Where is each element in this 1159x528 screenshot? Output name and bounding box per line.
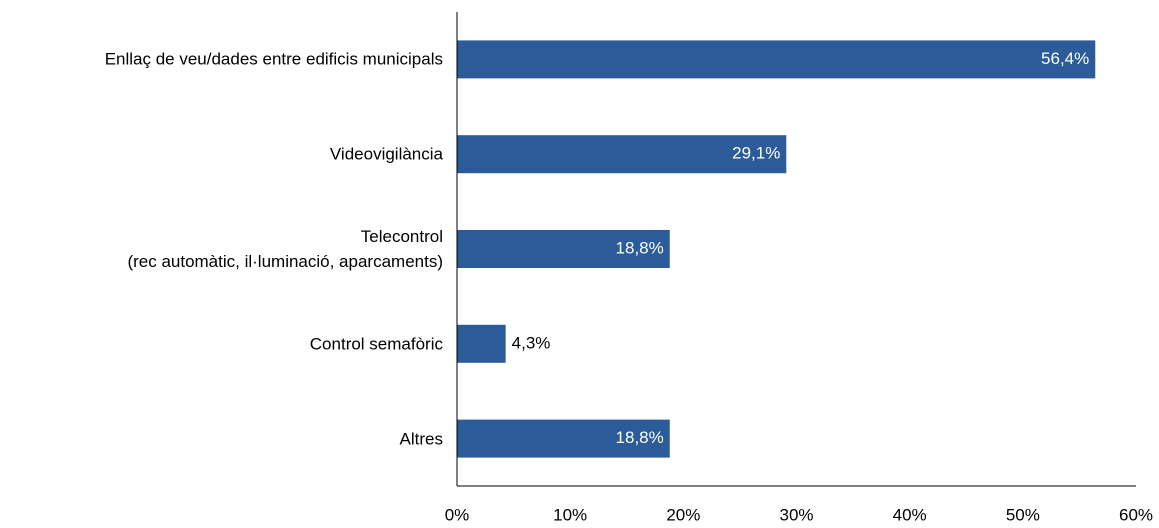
y-tick-label: Videovigilància — [329, 144, 443, 164]
x-tick-label: 40% — [893, 505, 927, 524]
x-tick-label: 60% — [1119, 505, 1153, 524]
bar — [457, 40, 1096, 79]
bar — [457, 135, 787, 174]
x-tick-label: 10% — [553, 505, 587, 524]
y-tick-label: Enllaç de veu/dades entre edificis munic… — [104, 49, 443, 69]
bar — [457, 324, 506, 363]
y-tick-label: Altres — [399, 429, 443, 449]
y-tick-label: Telecontrol (rec automàtic, il·luminació… — [127, 227, 443, 271]
y-tick-label: Control semafòric — [309, 334, 443, 354]
data-label: 18,8% — [616, 428, 664, 447]
data-label: 29,1% — [732, 144, 780, 163]
data-label: 56,4% — [1041, 49, 1089, 68]
data-label: 4,3% — [512, 333, 551, 352]
x-tick-label: 0% — [445, 505, 470, 524]
bar — [457, 419, 670, 458]
x-tick-label: 20% — [666, 505, 700, 524]
x-tick-label: 50% — [1006, 505, 1040, 524]
x-tick-label: 30% — [779, 505, 813, 524]
bar — [457, 230, 670, 268]
data-label: 18,8% — [616, 238, 664, 257]
